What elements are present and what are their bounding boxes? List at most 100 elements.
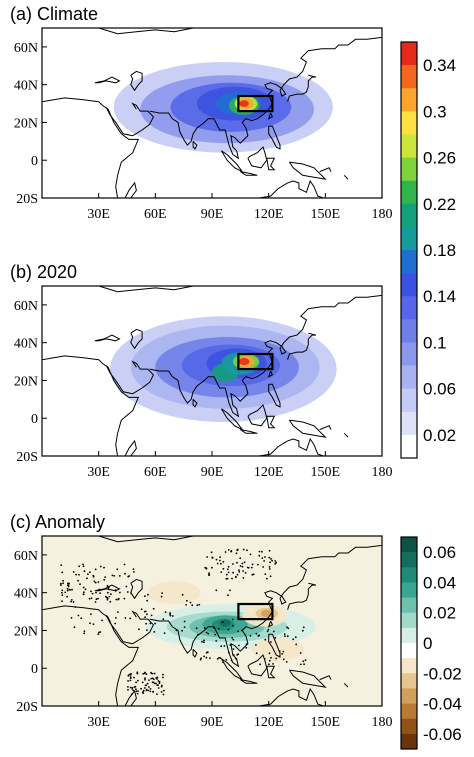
- stipple-dot: [219, 559, 221, 562]
- colorbar-main: 0.34 0.3 0.26 0.22 0.18 0.14 0.1 0.06 0.02: [400, 41, 456, 459]
- colorbar-swatch: [401, 552, 417, 568]
- stipple-dot: [64, 591, 67, 594]
- coastline: [98, 28, 194, 35]
- stipple-dot: [70, 600, 72, 603]
- stipple-dot: [238, 569, 240, 571]
- stipple-dot: [301, 629, 304, 632]
- stipple-dot: [70, 617, 73, 619]
- stipple-dot: [142, 692, 145, 694]
- stipple-dot: [87, 573, 89, 576]
- stipple-dot: [160, 691, 163, 693]
- stipple-dot: [259, 663, 261, 666]
- stipple-dot: [189, 601, 192, 604]
- stipple-dot: [231, 577, 233, 580]
- colorbar-swatch: [401, 688, 417, 704]
- stipple-dot: [104, 576, 107, 578]
- stipple-dot: [106, 598, 109, 601]
- stipple-dot: [255, 644, 257, 646]
- stipple-dot: [266, 577, 268, 580]
- stipple-dot: [142, 672, 145, 675]
- lon-tick-label: 30E: [87, 207, 110, 222]
- colorbar-swatch: [401, 411, 417, 436]
- stipple-dot: [205, 656, 208, 659]
- lat-tick-label: 20S: [16, 450, 38, 465]
- coastline: [319, 675, 332, 681]
- colorbar-label: 0.26: [423, 149, 456, 168]
- stipple-dot: [127, 674, 130, 677]
- stipple-dot: [155, 677, 158, 679]
- stipple-dot: [90, 597, 93, 600]
- stipple-dot: [246, 549, 248, 552]
- stipple-dot: [94, 601, 97, 603]
- stipple-dot: [154, 622, 157, 625]
- lon-tick-label: 60E: [144, 465, 167, 480]
- stipple-dot: [123, 563, 126, 566]
- stipple-dot: [129, 676, 132, 678]
- stipple-dot: [156, 693, 158, 695]
- lat-tick-label: 60N: [14, 41, 38, 56]
- stipple-dot: [82, 586, 85, 589]
- stipple-dot: [89, 622, 91, 625]
- stipple-dot: [287, 627, 290, 630]
- stipple-dot: [146, 599, 149, 602]
- stipple-dot: [235, 552, 238, 555]
- stipple-dot: [82, 563, 84, 566]
- stipple-dot: [274, 636, 277, 639]
- coastline: [268, 125, 281, 150]
- lon-tick-label: 180: [372, 715, 393, 730]
- stipple-dot: [95, 598, 98, 601]
- stipple-dot: [123, 597, 126, 600]
- lat-tick-label: 20N: [14, 374, 38, 389]
- stipple-dot: [101, 619, 103, 622]
- colorbar-swatch: [401, 273, 417, 297]
- colorbar-swatch: [401, 157, 417, 181]
- stipple-dot: [115, 617, 117, 619]
- stipple-dot: [83, 570, 86, 573]
- coastline: [287, 582, 317, 610]
- stipple-dot: [203, 639, 205, 642]
- stipple-dot: [70, 599, 73, 601]
- stipple-dot: [231, 637, 234, 639]
- stipple-dot: [216, 658, 219, 660]
- stipple-dot: [227, 549, 230, 551]
- stipple-dot: [161, 592, 164, 594]
- stipple-dot: [282, 650, 285, 653]
- stipple-dot: [286, 635, 289, 638]
- stipple-dot: [232, 638, 235, 641]
- stipple-dot: [83, 591, 85, 594]
- colorbar-label: 0.02: [423, 604, 456, 623]
- stipple-dot: [144, 671, 147, 674]
- colorbar-swatch: [401, 612, 417, 629]
- stipple-dot: [108, 595, 111, 598]
- stipple-dot: [118, 575, 121, 577]
- stipple-dot: [222, 567, 225, 570]
- stipple-dot: [272, 663, 274, 665]
- panel-b: (b) 2020 60N 40N 20N 0 20S 30E 60E 90E 120E 150E 18…: [10, 262, 393, 480]
- colorbar-swatch: [401, 134, 417, 158]
- stipple-dot: [220, 562, 222, 565]
- stipple-dot: [151, 677, 154, 680]
- stipple-dot: [227, 628, 230, 631]
- stipple-dot: [152, 691, 155, 693]
- lon-tick-label: 30E: [87, 465, 110, 480]
- stipple-dot: [82, 565, 85, 568]
- stipple-dot: [157, 687, 160, 689]
- stipple-dot: [126, 591, 129, 593]
- coastline: [287, 332, 317, 360]
- stipple-dot: [144, 616, 147, 618]
- stipple-dot: [241, 562, 244, 565]
- stipple-dot: [239, 557, 242, 560]
- stipple-dot: [127, 680, 129, 682]
- stipple-dot: [153, 672, 156, 675]
- stipple-dot: [162, 673, 164, 676]
- stipple-dot: [205, 631, 208, 634]
- stipple-dot: [169, 614, 172, 617]
- lon-tick-label: 180: [372, 207, 393, 222]
- stipple-dot: [203, 641, 205, 644]
- stipple-dot: [198, 603, 201, 606]
- stipple-dot: [129, 617, 132, 620]
- panel-c: (c) Anomaly 60N 40N 20N 0 20S 30E 60E 90E 120E 150…: [10, 512, 393, 730]
- stipple-dot: [128, 673, 131, 676]
- stipple-dot: [107, 591, 109, 594]
- stipple-dot: [149, 690, 152, 693]
